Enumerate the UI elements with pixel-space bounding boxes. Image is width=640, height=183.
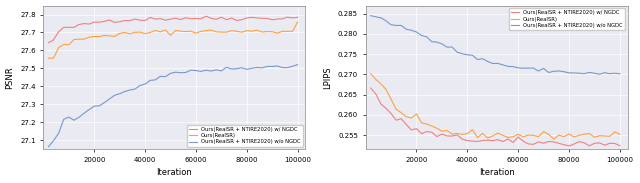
Legend: Ours(RealSR + NTIRE2020) w/ NGDC, Ours(RealSR), Ours(RealSR + NTIRE2020) w/o NGD: Ours(RealSR + NTIRE2020) w/ NGDC, Ours(R…	[187, 125, 303, 147]
Legend: Ours(RealSR + NTIRE2020) w/ NGDC, Ours(RealSR), Ours(RealSR + NTIRE2020) w/o NGD: Ours(RealSR + NTIRE2020) w/ NGDC, Ours(R…	[509, 8, 625, 30]
Y-axis label: PSNR: PSNR	[6, 66, 15, 89]
X-axis label: Iteration: Iteration	[156, 168, 192, 178]
X-axis label: Iteration: Iteration	[479, 168, 515, 178]
Y-axis label: LPIPS: LPIPS	[323, 66, 332, 89]
